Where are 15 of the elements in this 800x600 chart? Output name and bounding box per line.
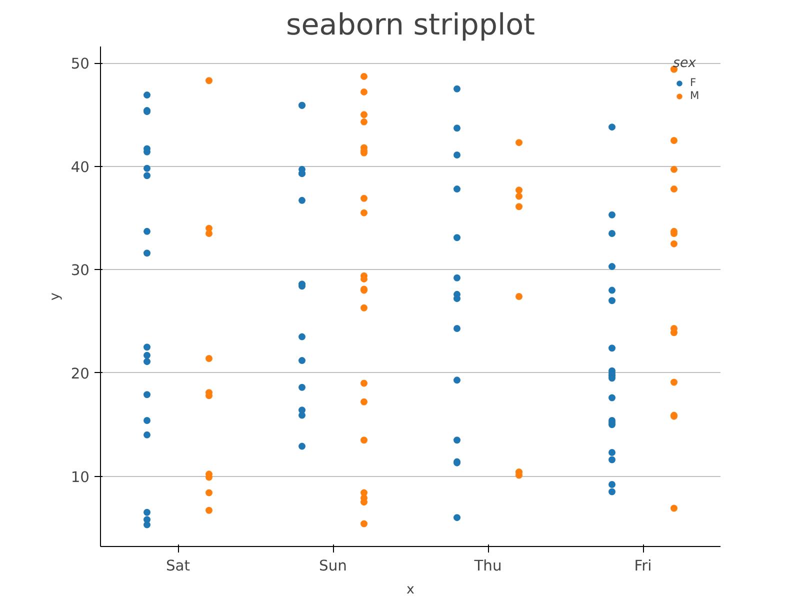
legend-label: F bbox=[690, 76, 698, 89]
y-tick-label: 30 bbox=[70, 262, 90, 280]
chart-title: seaborn stripplot bbox=[286, 8, 536, 42]
legend-label: M bbox=[690, 89, 700, 102]
y-tick-label: 50 bbox=[70, 56, 90, 73]
x-tick-label: Sat bbox=[166, 558, 190, 574]
x-tick-label: Thu bbox=[473, 558, 502, 574]
x-tick-label: Sun bbox=[319, 558, 347, 574]
y-tick-label: 10 bbox=[70, 468, 90, 486]
y-tick-label: 40 bbox=[70, 158, 90, 176]
y-tick-label: 20 bbox=[70, 365, 90, 382]
y-axis-title: y bbox=[48, 292, 63, 300]
legend-title: sex bbox=[673, 56, 698, 71]
x-axis-title: x bbox=[406, 582, 415, 598]
x-tick-label: Fri bbox=[634, 558, 652, 574]
